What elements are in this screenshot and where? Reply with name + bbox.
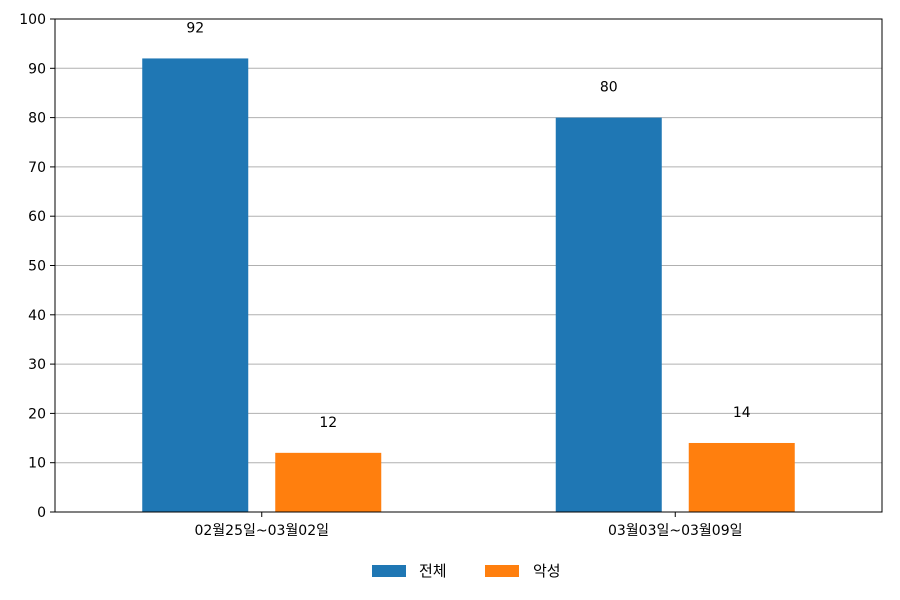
legend-label: 악성	[533, 562, 561, 580]
y-tick-label: 40	[28, 308, 46, 324]
bar-total	[555, 117, 662, 512]
legend-swatch	[485, 565, 519, 577]
bar-value-label: 14	[733, 405, 751, 421]
legend-swatch	[372, 565, 406, 577]
bar-value-label: 92	[186, 20, 204, 36]
plot-area-frame	[54, 18, 883, 513]
y-tick-label: 90	[28, 61, 46, 77]
y-tick-label: 30	[28, 357, 46, 373]
y-tick-label: 50	[28, 259, 46, 275]
y-tick-label: 20	[28, 406, 46, 422]
y-tick-label: 80	[28, 111, 46, 127]
x-tick-label: 02월25일~03월02일	[194, 523, 329, 539]
legend: 전체 악성	[372, 562, 561, 580]
y-tick-label: 10	[28, 456, 46, 472]
x-tick-label: 03월03일~03월09일	[608, 523, 743, 539]
y-tick-label: 100	[19, 12, 46, 28]
bar-malicious	[688, 442, 795, 512]
bar-value-label: 80	[600, 80, 618, 96]
bar-value-label: 12	[319, 415, 337, 431]
bars	[142, 58, 795, 512]
y-tick-label: 60	[28, 209, 46, 225]
x-axis: 02월25일~03월02일 03월03일~03월09일	[194, 512, 743, 539]
y-tick-label: 70	[28, 160, 46, 176]
y-axis: 0 10 20 30 40 50 60 70 80 90 100	[19, 12, 55, 521]
legend-label: 전체	[419, 562, 447, 580]
y-tick-label: 0	[37, 505, 46, 521]
bar-total	[142, 58, 249, 512]
bar-malicious	[275, 452, 382, 512]
data-labels: 92 12 80 14	[186, 20, 750, 430]
